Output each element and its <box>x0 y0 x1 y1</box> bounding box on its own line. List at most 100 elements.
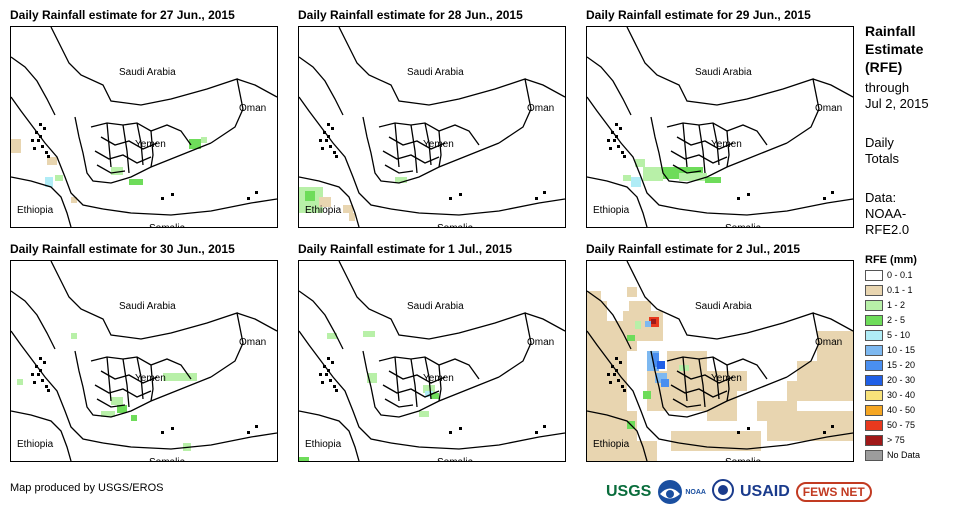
rainfall-cell <box>319 197 331 207</box>
rainfall-cell <box>111 397 123 405</box>
border-line <box>11 410 72 461</box>
country-label-yemen: Yemen <box>135 139 166 150</box>
rainfall-cell <box>327 333 337 339</box>
country-label-ethiopia: Ethiopia <box>593 439 630 450</box>
border-line <box>299 176 360 227</box>
legend-label: 1 - 2 <box>887 300 906 310</box>
legend-class-row: 15 - 20 <box>865 358 915 372</box>
island-mark <box>607 139 610 142</box>
border-line <box>299 56 344 116</box>
island-mark <box>319 373 322 376</box>
fewsnet-logo: FEWS NET <box>795 482 872 502</box>
island-mark <box>737 197 740 200</box>
country-label-somalia: Somalia <box>149 457 185 461</box>
border-line <box>338 261 532 378</box>
border-line <box>100 370 158 384</box>
border-line <box>812 312 853 332</box>
legend-title-line: (RFE) <box>865 59 903 75</box>
noaa-logo: NOAA <box>657 479 706 505</box>
border-line <box>122 124 130 174</box>
rainfall-cell <box>17 379 23 385</box>
border-line <box>74 350 212 418</box>
island-mark <box>613 139 616 142</box>
legend-class-row: 50 - 75 <box>865 418 915 432</box>
rainfall-cell <box>299 457 309 461</box>
island-mark <box>247 431 250 434</box>
border-line <box>236 312 277 332</box>
rainfall-cell <box>645 321 651 327</box>
border-line <box>11 290 56 350</box>
border-line <box>100 136 158 150</box>
island-mark <box>611 131 614 134</box>
island-mark <box>535 431 538 434</box>
border-line <box>587 96 680 210</box>
island-mark <box>747 193 750 196</box>
country-label-saudi: Saudi Arabia <box>119 67 176 78</box>
island-mark <box>47 389 50 392</box>
border-line <box>726 130 730 168</box>
rainfall-cell <box>635 159 645 167</box>
rainfall-cell <box>305 191 315 201</box>
island-mark <box>171 427 174 430</box>
rainfall-cell <box>705 177 721 183</box>
border-line <box>524 312 565 332</box>
noaa-logo-text: NOAA <box>685 488 706 496</box>
island-mark <box>33 147 36 150</box>
border-line <box>362 116 500 184</box>
legend-swatch <box>865 269 883 281</box>
island-mark <box>831 425 834 428</box>
panel-title: Daily Rainfall estimate for 29 Jun., 201… <box>586 8 811 22</box>
legend-class-row: 2 - 5 <box>865 313 905 327</box>
island-mark <box>323 131 326 134</box>
legend-daily-line: Daily <box>865 135 894 150</box>
legend-class-row: 10 - 15 <box>865 343 915 357</box>
country-label-ethiopia: Ethiopia <box>305 439 342 450</box>
border-line <box>587 290 632 350</box>
island-mark <box>35 131 38 134</box>
island-mark <box>449 197 452 200</box>
island-mark <box>325 139 328 142</box>
island-mark <box>31 139 34 142</box>
island-mark <box>327 357 330 360</box>
country-label-yemen: Yemen <box>711 373 742 384</box>
border-line <box>626 261 820 378</box>
rainfall-cell <box>631 177 641 187</box>
usaid-logo: USAID <box>739 483 790 500</box>
island-mark <box>45 385 48 388</box>
country-label-saudi: Saudi Arabia <box>695 301 752 312</box>
legend-data-line: RFE2.0 <box>865 222 910 237</box>
rainfall-cell <box>129 179 143 185</box>
island-mark <box>39 123 42 126</box>
legend-class-row: 0 - 0.1 <box>865 268 913 282</box>
border-line <box>424 122 432 166</box>
island-mark <box>535 197 538 200</box>
border-line <box>410 124 418 174</box>
map-frame: Saudi Arabia Oman Yemen Ethiopia Somalia <box>10 260 278 462</box>
panel-title: Daily Rainfall estimate for 2 Jul., 2015 <box>586 242 801 256</box>
border-line <box>678 432 853 450</box>
country-label-oman: Oman <box>239 103 267 114</box>
island-mark <box>621 385 624 388</box>
legend-data-line: Data: <box>865 190 897 205</box>
border-line <box>90 356 192 380</box>
rainfall-cell <box>11 139 21 153</box>
rainfall-cell <box>343 205 353 213</box>
border-line <box>678 198 853 216</box>
island-mark <box>607 373 610 376</box>
border-line <box>11 330 104 444</box>
island-mark <box>43 361 46 364</box>
border-line <box>94 150 152 164</box>
panel-title: Daily Rainfall estimate for 30 Jun., 201… <box>10 242 235 256</box>
rainfall-cell <box>643 391 651 399</box>
island-mark <box>615 123 618 126</box>
rainfall-cell <box>117 405 127 413</box>
island-mark <box>621 151 624 154</box>
legend-swatch <box>865 374 883 386</box>
rainfall-cell <box>637 441 657 461</box>
rainfall-cell <box>651 319 656 324</box>
rainfall-cell <box>425 391 433 397</box>
map-credit: Map produced by USGS/EROS <box>10 482 164 494</box>
border-line <box>394 122 400 168</box>
border-line <box>666 356 768 380</box>
border-line <box>150 130 154 168</box>
